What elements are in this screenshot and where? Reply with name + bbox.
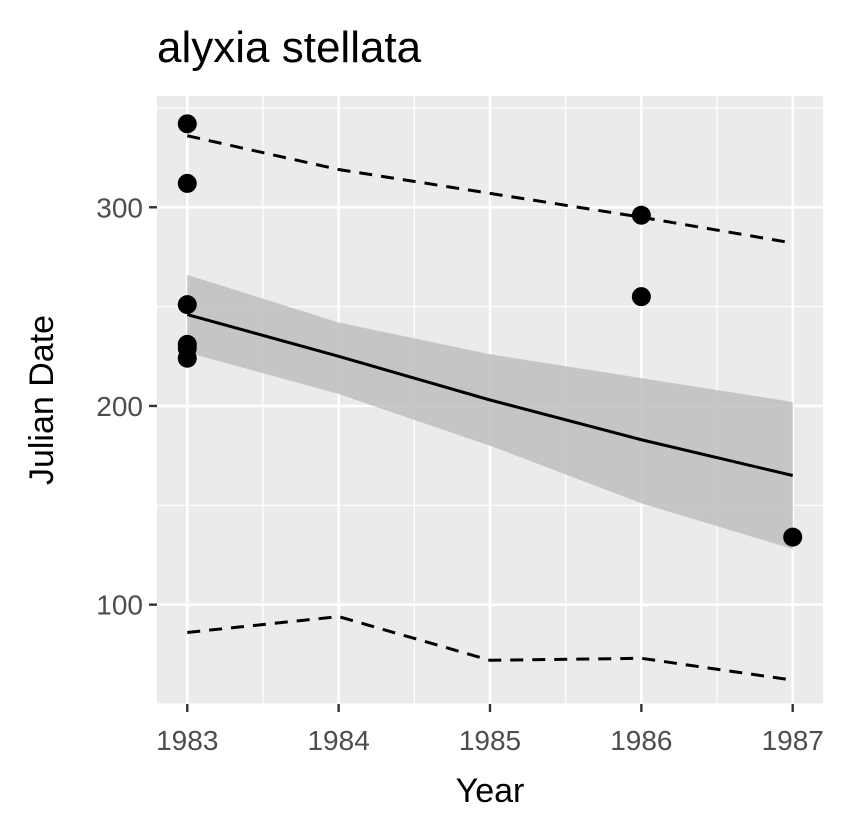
confidence-band xyxy=(187,274,793,550)
y-tick-label: 300 xyxy=(96,192,143,223)
fit-line xyxy=(186,313,794,477)
data-point xyxy=(177,348,197,368)
x-tick-label: 1985 xyxy=(459,725,521,756)
y-axis-title: Julian Date xyxy=(23,315,61,485)
x-tick-label: 1986 xyxy=(610,725,672,756)
x-tick-label: 1983 xyxy=(156,725,218,756)
data-point xyxy=(783,527,803,547)
x-axis: 1983 1984 1985 1986 1987 xyxy=(156,704,824,756)
upper-quantile-line xyxy=(186,134,793,245)
points-layer xyxy=(177,114,803,547)
data-point xyxy=(631,287,651,307)
y-tick-label: 200 xyxy=(96,391,143,422)
x-tick-label: 1984 xyxy=(307,725,369,756)
chart-title: alyxia stellata xyxy=(157,23,422,72)
data-point xyxy=(177,114,197,134)
data-point xyxy=(631,205,651,225)
x-tick-label: 1987 xyxy=(762,725,824,756)
lower-quantile-line xyxy=(187,615,793,682)
data-point xyxy=(177,173,197,193)
x-axis-title: Year xyxy=(456,772,525,810)
y-axis: 100 200 300 xyxy=(96,192,157,621)
data-point xyxy=(177,295,197,315)
y-tick-label: 100 xyxy=(96,590,143,621)
confidence-band-layer xyxy=(187,274,793,550)
lines-layer xyxy=(186,134,794,682)
